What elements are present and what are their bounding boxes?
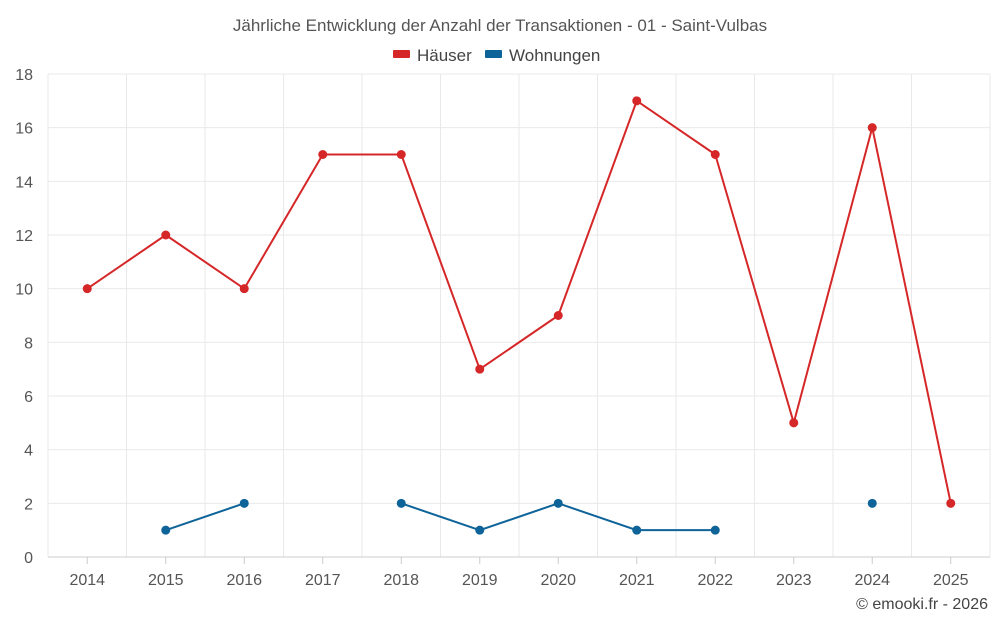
- legend-swatch-haeuser: [393, 50, 410, 58]
- data-point[interactable]: [632, 525, 642, 535]
- y-tick-label: 0: [24, 550, 33, 567]
- y-tick-label: 12: [15, 228, 33, 245]
- data-point[interactable]: [553, 311, 563, 320]
- y-tick-label: 4: [24, 443, 33, 460]
- data-point[interactable]: [710, 150, 720, 159]
- x-tick-label: 2015: [148, 572, 184, 589]
- x-tick-label: 2016: [226, 572, 262, 589]
- grid: [47, 73, 991, 557]
- credit-text[interactable]: © emooki.fr - 2026: [856, 596, 988, 613]
- data-point[interactable]: [239, 498, 249, 508]
- series-0: [82, 96, 956, 508]
- series-1: [161, 498, 877, 535]
- x-tick-label: 2023: [776, 572, 812, 589]
- data-point[interactable]: [632, 96, 642, 106]
- chart-title: Jährliche Entwicklung der Anzahl der Tra…: [233, 16, 767, 35]
- data-point[interactable]: [318, 150, 328, 159]
- x-tick-label: 2021: [619, 572, 655, 589]
- x-tick-label: 2018: [383, 572, 419, 589]
- x-tick-label: 2022: [697, 572, 733, 589]
- y-tick-label: 6: [24, 389, 33, 406]
- x-tick-label: 2025: [933, 572, 969, 589]
- x-tick-label: 2019: [462, 572, 498, 589]
- y-tick-label: 10: [15, 282, 33, 299]
- data-point[interactable]: [867, 498, 877, 508]
- data-point[interactable]: [553, 498, 563, 508]
- data-point[interactable]: [710, 525, 720, 535]
- y-tick-label: 18: [15, 67, 33, 84]
- y-tick-label: 8: [24, 335, 33, 352]
- data-point[interactable]: [396, 150, 406, 159]
- axes: 0 2 4 6 8 10 12 14 16 18 2014 2015 2016 2017 2018 2019 2…: [15, 67, 990, 589]
- data-point[interactable]: [867, 123, 877, 133]
- series-line: [86, 99, 952, 504]
- series-line: [165, 502, 245, 532]
- legend: Häuser Wohnungen: [393, 46, 600, 65]
- data-point[interactable]: [161, 230, 171, 240]
- legend-swatch-wohnungen: [485, 50, 502, 58]
- y-tick-label: 2: [24, 496, 33, 513]
- series: [82, 96, 956, 535]
- y-tick-label: 16: [15, 121, 33, 138]
- data-point[interactable]: [161, 525, 171, 535]
- y-tick-label: 14: [15, 174, 33, 191]
- data-point[interactable]: [239, 284, 249, 294]
- data-point[interactable]: [82, 284, 92, 294]
- x-tick-label: 2017: [305, 572, 341, 589]
- x-tick-label: 2014: [69, 572, 105, 589]
- legend-label-haeuser[interactable]: Häuser: [417, 46, 472, 65]
- x-tick-label: 2024: [854, 572, 890, 589]
- data-point[interactable]: [475, 364, 485, 374]
- data-point[interactable]: [789, 418, 799, 428]
- data-point[interactable]: [396, 498, 406, 508]
- legend-label-wohnungen[interactable]: Wohnungen: [509, 46, 600, 65]
- data-point[interactable]: [946, 498, 956, 508]
- data-point[interactable]: [475, 525, 485, 535]
- x-tick-label: 2020: [540, 572, 576, 589]
